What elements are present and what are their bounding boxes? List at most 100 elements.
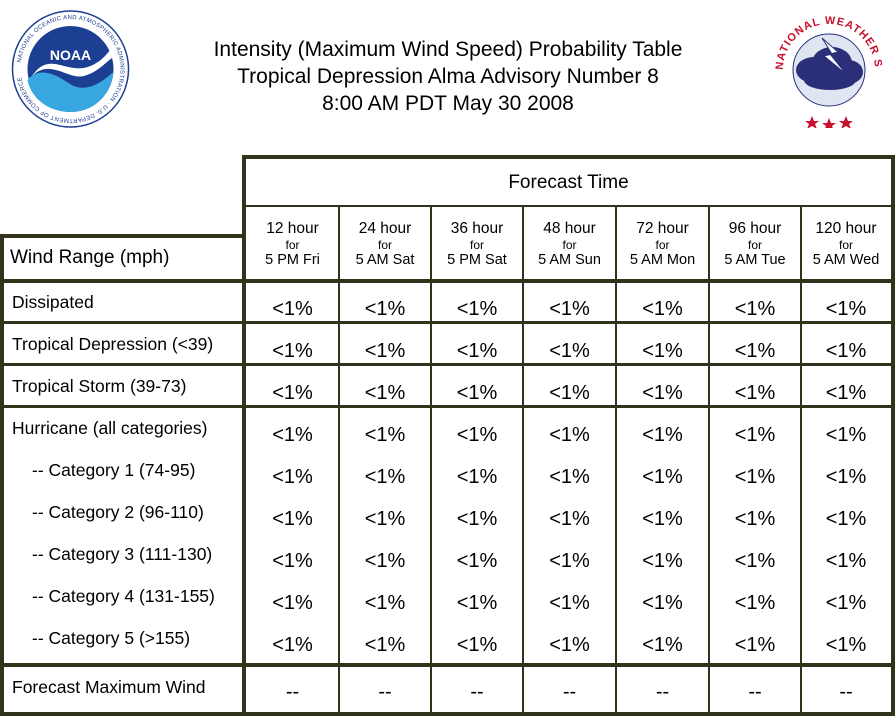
probability-cell: <1% — [549, 549, 590, 572]
probability-cell: <1% — [734, 633, 776, 656]
column-header: 96 hour for 5 AM Tue — [709, 209, 801, 279]
probability-cell: <1% — [642, 423, 683, 446]
max-wind-cell: -- — [748, 680, 762, 703]
probability-cell: <1% — [456, 633, 498, 656]
title-line-3: 8:00 AM PDT May 30 2008 — [322, 92, 574, 115]
column-hour: 48 hour — [543, 220, 596, 237]
max-wind-label: Forecast Maximum Wind — [12, 677, 206, 697]
probability-cell: <1% — [364, 423, 406, 446]
column-divider — [615, 207, 617, 716]
column-for: for — [285, 238, 300, 252]
row-label: -- Category 5 (>155) — [32, 628, 191, 648]
probability-cell: <1% — [734, 591, 776, 614]
column-for: for — [838, 238, 853, 252]
wind-range-header: Wind Range (mph) — [10, 247, 170, 268]
column-divider — [522, 207, 524, 716]
column-header: 36 hour for 5 PM Sat — [431, 209, 523, 279]
row-label: Hurricane (all categories) — [12, 418, 208, 438]
row-label: Tropical Depression (<39) — [12, 334, 214, 354]
max-wind-cell: -- — [839, 680, 853, 703]
probability-cell: <1% — [825, 339, 867, 362]
column-header: 72 hour for 5 AM Mon — [616, 209, 709, 279]
max-wind-cell: -- — [378, 680, 392, 703]
row-label: Dissipated — [12, 292, 94, 312]
column-header: 48 hour for 5 AM Sun — [523, 209, 616, 279]
column-hour: 24 hour — [358, 220, 412, 237]
probability-cell: <1% — [364, 297, 406, 320]
column-divider — [800, 207, 802, 716]
column-for: for — [655, 238, 670, 252]
probability-cell: <1% — [642, 381, 683, 404]
probability-cell: <1% — [825, 507, 867, 530]
column-time: 5 AM Wed — [812, 252, 880, 268]
probability-cell: <1% — [549, 339, 590, 362]
column-hour: 12 hour — [266, 220, 319, 237]
probability-cell: <1% — [364, 549, 406, 572]
probability-cell: <1% — [734, 507, 776, 530]
probability-cell: <1% — [272, 549, 313, 572]
probability-cell: <1% — [642, 549, 683, 572]
row-label: -- Category 1 (74-95) — [32, 460, 196, 480]
probability-cell: <1% — [456, 549, 498, 572]
column-header: 12 hour for 5 PM Fri — [246, 209, 339, 279]
max-wind-cell: -- — [655, 680, 670, 703]
probability-cell: <1% — [364, 381, 406, 404]
column-for: for — [747, 238, 762, 252]
column-time: 5 PM Sat — [447, 252, 507, 268]
probability-cell: <1% — [272, 339, 313, 362]
forecast-time-header: Forecast Time — [508, 172, 629, 193]
probability-cell: <1% — [549, 591, 590, 614]
probability-cell: <1% — [825, 465, 867, 488]
probability-cell: <1% — [456, 423, 498, 446]
row-label: -- Category 2 (96-110) — [32, 502, 204, 522]
probability-cell: <1% — [734, 339, 776, 362]
column-time: 5 PM Fri — [265, 252, 320, 268]
probability-cell: <1% — [272, 633, 313, 656]
probability-cell: <1% — [456, 297, 498, 320]
nws-logo: NATIONAL WEATHER SERVICE — [772, 8, 883, 128]
max-wind-cell: -- — [285, 680, 300, 703]
noaa-logo-text: NOAA — [50, 47, 91, 63]
column-header: 120 hour for 5 AM Wed — [801, 209, 891, 279]
probability-cell: <1% — [825, 633, 867, 656]
probability-cell: <1% — [642, 591, 683, 614]
column-divider — [338, 207, 340, 716]
probability-cell: <1% — [825, 297, 867, 320]
probability-cell: <1% — [272, 591, 313, 614]
probability-cell: <1% — [549, 297, 590, 320]
probability-cell: <1% — [825, 423, 867, 446]
column-for: for — [377, 238, 392, 252]
table-border-header-left — [242, 155, 246, 716]
probability-cell: <1% — [734, 549, 776, 572]
probability-cell: <1% — [364, 633, 406, 656]
probability-cell: <1% — [456, 507, 498, 530]
row-divider — [0, 363, 895, 366]
row-divider — [0, 663, 895, 667]
column-divider — [708, 207, 710, 716]
column-divider — [430, 207, 432, 716]
column-hour: 120 hour — [815, 220, 877, 237]
table-border-bottom — [0, 712, 895, 716]
probability-cell: <1% — [642, 339, 683, 362]
probability-cell: <1% — [549, 381, 590, 404]
page-title: Intensity (Maximum Wind Speed) Probabili… — [150, 36, 746, 117]
probability-cell: <1% — [734, 297, 776, 320]
table-border-left — [0, 234, 4, 716]
column-time: 5 AM Sun — [538, 252, 601, 268]
probability-cell: <1% — [364, 465, 406, 488]
column-header: 24 hour for 5 AM Sat — [339, 209, 431, 279]
probability-cell: <1% — [734, 381, 776, 404]
max-wind-cell: -- — [562, 680, 577, 703]
probability-cell: <1% — [272, 297, 313, 320]
row-divider — [0, 321, 895, 324]
probability-cell: <1% — [734, 423, 776, 446]
probability-cell: <1% — [456, 339, 498, 362]
column-hour: 72 hour — [636, 220, 689, 237]
wind-range-border-top — [0, 234, 246, 238]
column-hour: 96 hour — [728, 220, 782, 237]
column-time: 5 AM Tue — [724, 252, 786, 268]
probability-cell: <1% — [642, 633, 683, 656]
header-bottom-border — [0, 279, 895, 283]
probability-cell: <1% — [272, 381, 313, 404]
